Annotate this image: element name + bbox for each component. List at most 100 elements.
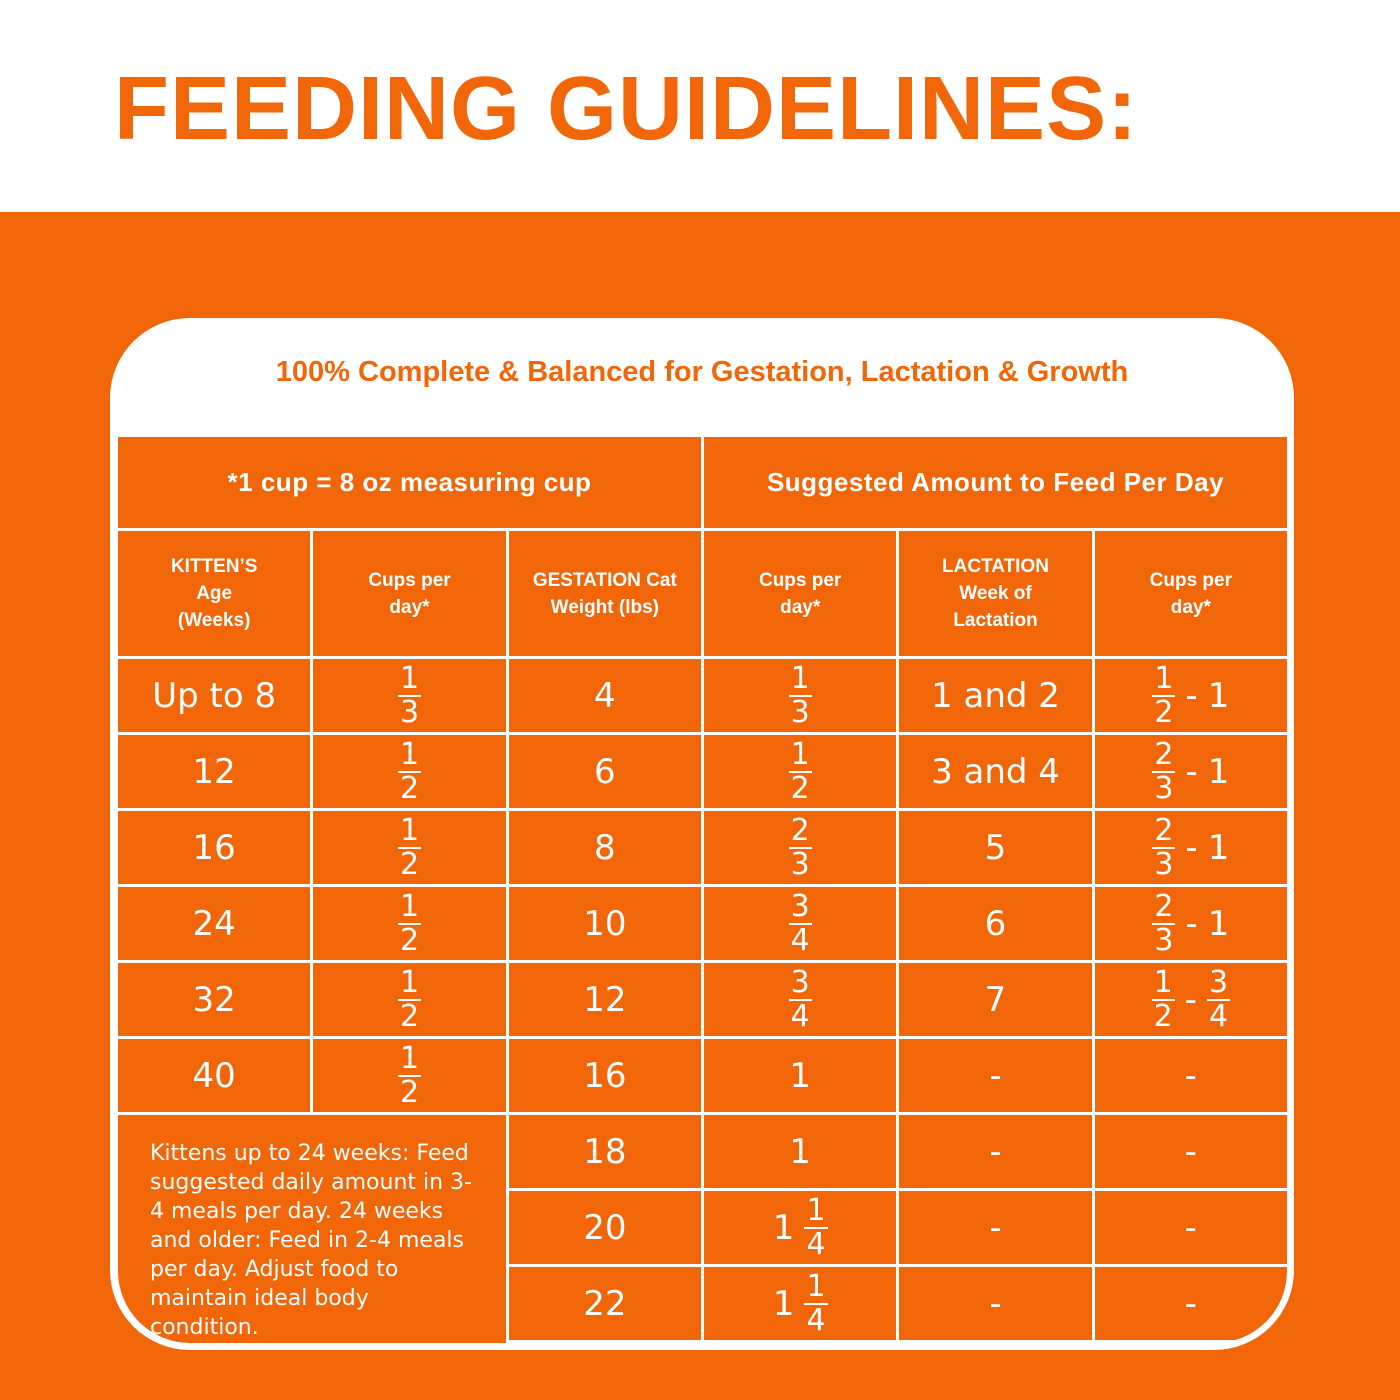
table-cell: 16	[508, 1039, 701, 1112]
numerator: 1	[397, 736, 422, 773]
column-header: LACTATION Week of Lactation	[899, 531, 1092, 656]
numerator: 1	[804, 1268, 828, 1305]
numerator: 3	[788, 964, 812, 1001]
cell-text: 1	[1207, 827, 1230, 868]
denominator: 2	[399, 846, 420, 882]
denominator: 2	[399, 1074, 420, 1110]
cell-text: -	[989, 1131, 1002, 1172]
table-cell: 1 and 2	[899, 659, 1092, 732]
subtitle: 100% Complete & Balanced for Gestation, …	[275, 356, 1129, 388]
denominator: 3	[399, 694, 420, 730]
cell-text: 40	[192, 1055, 236, 1096]
cell-text: -	[1184, 1055, 1197, 1096]
table-cell: 4	[508, 659, 701, 732]
denominator: 3	[1154, 922, 1174, 958]
numerator: 1	[397, 660, 422, 697]
table-cell: 7	[899, 963, 1092, 1036]
table-cell: 8	[508, 811, 701, 884]
denominator: 2	[1153, 998, 1173, 1034]
table-cell: 40	[118, 1039, 311, 1112]
cell-text: 8	[594, 827, 616, 868]
note-header: *1 cup = 8 oz measuring cup	[118, 437, 701, 528]
table-cell: -	[899, 1267, 1092, 1340]
cell-text: -	[989, 1283, 1002, 1324]
denominator: 2	[399, 770, 420, 806]
cell-text: 20	[583, 1207, 627, 1248]
table-cell: 6	[508, 735, 701, 808]
table-cell: 12	[118, 735, 311, 808]
table-cell: 22	[508, 1267, 701, 1340]
cell-text: -	[989, 1055, 1002, 1096]
table-cell: -	[899, 1115, 1092, 1188]
cell-text: 1	[1207, 675, 1230, 716]
cell-text: 16	[192, 827, 236, 868]
cell-text: 12	[583, 979, 627, 1020]
denominator: 4	[806, 1302, 826, 1338]
table-cell: 6	[899, 887, 1092, 960]
numerator: 1	[788, 736, 812, 773]
cell-text: 10	[583, 903, 627, 944]
cell-text: 16	[583, 1055, 627, 1096]
column-header: Cups per day*	[1094, 531, 1287, 656]
table-cell: 32	[118, 963, 311, 1036]
card: 100% Complete & Balanced for Gestation, …	[110, 318, 1294, 1350]
table-cell: 5	[899, 811, 1092, 884]
cell-text: 5	[984, 827, 1007, 868]
cell-text: 1	[1207, 903, 1230, 944]
denominator: 2	[1154, 694, 1174, 730]
denominator: 2	[399, 922, 420, 958]
table-cell: -	[899, 1039, 1092, 1112]
numerator: 1	[397, 1040, 422, 1077]
table-cell: -	[1094, 1191, 1287, 1264]
numerator: 1	[788, 660, 812, 697]
denominator: 2	[790, 770, 810, 806]
numerator: 2	[1152, 812, 1176, 849]
denominator: 2	[399, 998, 420, 1034]
cell-text: 1	[772, 1207, 795, 1248]
cell-text: 1	[1207, 751, 1230, 792]
table-cell: 18	[508, 1115, 701, 1188]
cell-text: 3 and 4	[931, 751, 1060, 792]
numerator: 1	[397, 812, 422, 849]
column-header: Cups per day*	[313, 531, 506, 656]
title: FEEDING GUIDELINES:	[114, 59, 1139, 159]
cell-text: -	[1184, 1131, 1197, 1172]
feeding-table: *1 cup = 8 oz measuring cup Suggested Amo…	[118, 437, 1287, 1343]
numerator: 1	[1151, 964, 1175, 1001]
cell-text: 32	[192, 979, 236, 1020]
cell-text: -	[1185, 903, 1198, 944]
denominator: 3	[790, 846, 810, 882]
cell-text: 18	[583, 1131, 627, 1172]
cell-text: 1 and 2	[931, 675, 1060, 716]
footnote: Kittens up to 24 weeks: Feed suggested d…	[118, 1115, 506, 1343]
cell-text: -	[1184, 979, 1197, 1020]
column-header: KITTEN’S Age (Weeks)	[118, 531, 311, 656]
denominator: 4	[1208, 998, 1229, 1034]
numerator: 2	[1152, 888, 1176, 925]
amount-header: Suggested Amount to Feed Per Day	[704, 437, 1287, 528]
table-cell: -	[1094, 1115, 1287, 1188]
cell-text: -	[1185, 751, 1198, 792]
